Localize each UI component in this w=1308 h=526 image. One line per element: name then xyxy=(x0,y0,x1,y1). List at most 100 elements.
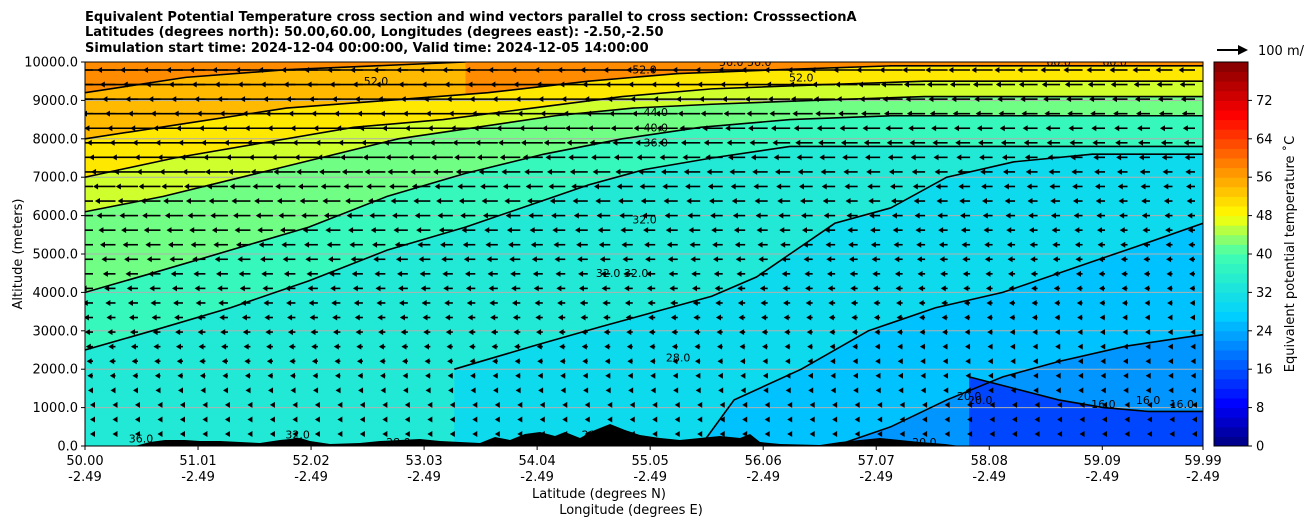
wind-vector-head xyxy=(848,256,854,263)
wind-vector-head xyxy=(782,285,788,292)
wind-vector-head xyxy=(951,96,957,103)
wind-vector-head xyxy=(375,285,381,292)
wind-vector-head xyxy=(413,198,419,205)
wind-vector-head xyxy=(740,372,746,379)
wind-vector-head xyxy=(372,241,378,248)
x-tick-label-lon: -2.49 xyxy=(68,470,102,485)
wind-vector-head xyxy=(444,299,450,306)
wind-vector-head xyxy=(875,358,881,365)
wind-vector-head xyxy=(902,67,908,73)
wind-vector-head xyxy=(106,314,112,321)
wind-vector-head xyxy=(234,227,240,234)
wind-vector-head xyxy=(418,256,424,263)
wind-vector-head xyxy=(402,372,408,379)
wind-vector-head xyxy=(729,168,735,175)
wind-vector-head xyxy=(1092,139,1098,146)
wind-vector-head xyxy=(131,358,137,365)
wind-vector-head xyxy=(787,401,793,408)
wind-vector-head xyxy=(723,110,729,117)
wind-vector-head xyxy=(693,329,699,336)
wind-vector-head xyxy=(1144,314,1150,321)
wind-vector-head xyxy=(1017,67,1023,73)
wind-vector-head xyxy=(553,241,559,248)
contour-label: 32.0 xyxy=(632,213,657,226)
wind-vector-head xyxy=(488,67,494,73)
wind-vector-head xyxy=(635,139,641,146)
wind-vector-head xyxy=(223,387,229,394)
wind-vector-head xyxy=(1029,241,1035,248)
wind-vector-head xyxy=(399,314,405,321)
wind-vector-head xyxy=(472,416,478,423)
wind-vector-head xyxy=(247,416,253,423)
wind-vector-head xyxy=(88,154,94,161)
wind-vector-head xyxy=(1166,256,1172,263)
wind-vector-head xyxy=(458,198,464,205)
wind-vector-head xyxy=(1182,125,1188,132)
wind-vector-head xyxy=(540,110,546,117)
contour-line-40 xyxy=(85,95,1203,213)
colorbar-band xyxy=(1214,158,1248,169)
wind-vector-head xyxy=(91,168,97,175)
wind-vector-head xyxy=(1163,183,1169,190)
wind-vector-head xyxy=(289,358,295,365)
wind-vector-head xyxy=(731,198,737,205)
wind-vector-head xyxy=(1024,154,1030,161)
wind-vector-head xyxy=(157,401,163,408)
wind-vector-head xyxy=(626,329,632,336)
x-tick-label-lon: -2.49 xyxy=(633,470,667,485)
wind-vector-head xyxy=(328,256,334,263)
wind-vector-head xyxy=(578,285,584,292)
wind-vector-head xyxy=(315,139,321,146)
wind-vector-head xyxy=(210,212,216,219)
wind-vector-head xyxy=(331,96,337,103)
wind-vector-head xyxy=(872,270,878,277)
wind-vector-head xyxy=(348,227,354,234)
wind-vector-head xyxy=(1051,227,1057,234)
wind-vector-head xyxy=(772,139,778,146)
wind-vector-head xyxy=(806,329,812,336)
wind-vector-head xyxy=(773,154,779,161)
wind-vector-head xyxy=(508,241,514,248)
wind-vector-head xyxy=(359,416,365,423)
wind-vector-head xyxy=(326,241,332,248)
wind-vector-head xyxy=(801,212,807,219)
wind-vector-head xyxy=(1100,358,1106,365)
wind-vector-head xyxy=(310,329,316,336)
wind-vector-head xyxy=(359,431,365,437)
wind-vector-head xyxy=(1169,431,1175,437)
wind-vector-head xyxy=(343,183,349,190)
wind-vector-head xyxy=(683,168,689,175)
contour-label: 56.0 56.0 xyxy=(719,56,771,69)
wind-vector-head xyxy=(631,110,637,117)
wind-vector-head xyxy=(1100,329,1106,336)
wind-vector-head xyxy=(916,256,922,263)
wind-vector-head xyxy=(1133,81,1139,88)
wind-vector-head xyxy=(314,416,320,423)
wind-vector-head xyxy=(742,401,748,408)
wind-vector-head xyxy=(986,314,992,321)
wind-vector-head xyxy=(520,139,526,146)
wind-vector-head xyxy=(425,110,431,117)
wind-vector-head xyxy=(587,125,593,132)
wind-vector-head xyxy=(1123,358,1129,365)
wind-vector-head xyxy=(127,110,133,117)
wind-vector-head xyxy=(1162,168,1168,175)
wind-vector-head xyxy=(636,154,642,161)
wind-vector-head xyxy=(1004,198,1010,205)
plot-area: 36.0 32.0 28.0 28 28.0 32.0 32.0 32.0 36.0 40.0 4… xyxy=(85,56,1203,446)
contour-label: 52.0 xyxy=(789,71,814,84)
wind-vector-head xyxy=(450,125,456,132)
wind-vector-head xyxy=(1169,401,1175,408)
x-tick-label-lat: 59.99 xyxy=(1184,454,1221,469)
wind-vector-head xyxy=(785,358,791,365)
wind-vector-head xyxy=(971,67,977,73)
wind-vector-head xyxy=(852,358,858,365)
wind-vector-head xyxy=(717,358,723,365)
wind-vector-head xyxy=(154,372,160,379)
wind-vector-head xyxy=(671,343,677,350)
wind-vector-head xyxy=(658,139,664,146)
wind-vector-head xyxy=(102,96,108,103)
wind-vector-head xyxy=(1157,96,1163,103)
wind-vector-head xyxy=(573,212,579,219)
wind-vector-head xyxy=(308,96,314,103)
